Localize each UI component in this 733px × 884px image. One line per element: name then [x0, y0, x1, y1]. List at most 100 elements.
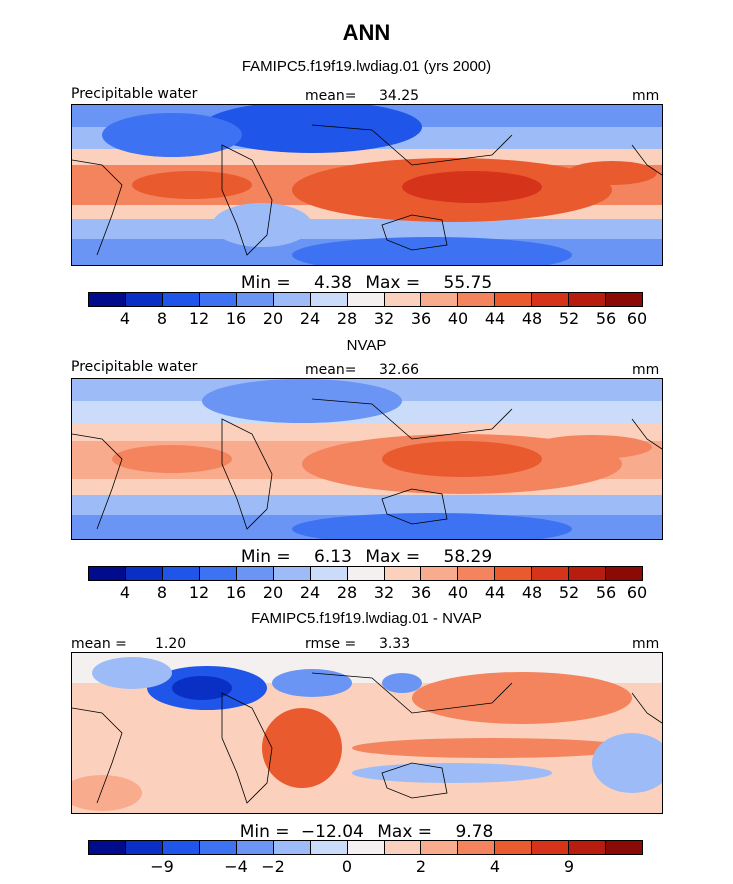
panel-2-colorbar-segment	[421, 567, 459, 580]
panel-2-colorbar-tick: 20	[262, 583, 284, 602]
panel-3-minmax: Min = −12.04 Max = 9.78	[0, 822, 733, 842]
panel-3-colorbar-tick: 4	[489, 857, 501, 876]
panel-3-map	[71, 652, 663, 814]
panel-3-colorbar-segment	[532, 841, 570, 854]
panel-2-colorbar-segment	[495, 567, 533, 580]
panel-1-variable-label: Precipitable water	[71, 86, 198, 102]
panel-3-colorbar-tick: 9	[563, 857, 575, 876]
panel-1-colorbar-tick: 60	[626, 309, 648, 328]
panel-2-variable-label: Precipitable water	[71, 359, 198, 375]
panel-3-colorbar-tick: 2	[415, 857, 427, 876]
panel-2-colorbar-tick: 44	[484, 583, 506, 602]
panel-1-max-label: Max =	[365, 273, 421, 293]
panel-2-mean-value: 32.66	[379, 362, 420, 378]
panel-3-rmse-value: 3.33	[379, 636, 411, 652]
panel-1-colorbar-tick: 28	[336, 309, 358, 328]
panel-1-mean-value: 34.25	[379, 88, 420, 104]
panel-3-colorbar-segment	[495, 841, 533, 854]
panel-1-colorbar-segment	[125, 293, 163, 306]
panel-1-colorbar-tick: 24	[299, 309, 321, 328]
panel-3-colorbar-segment	[458, 841, 496, 854]
panel-3-colorbar-segment	[421, 841, 459, 854]
panel-2-colorbar-segment	[606, 567, 643, 580]
panel-3-rmse-label: rmse =	[305, 636, 357, 652]
page-title: ANN	[342, 20, 391, 45]
panel-1-colorbar-segment	[495, 293, 533, 306]
panel-1-colorbar-tick: 56	[595, 309, 617, 328]
panel-2-colorbar-tick: 60	[626, 583, 648, 602]
panel-1-colorbar-tick: 52	[558, 309, 580, 328]
panel-3-map-svg	[72, 653, 662, 813]
panel-3-title: FAMIPC5.f19f19.lwdiag.01 - NVAP	[251, 610, 482, 627]
panel-1-colorbar-tick: 32	[373, 309, 395, 328]
panel-1-colorbar-tick: 40	[447, 309, 469, 328]
panel-2-max-value: 58.29	[443, 547, 493, 567]
panel-3-colorbar-tick: −9	[150, 857, 174, 876]
panel-1-colorbar-segment	[199, 293, 237, 306]
panel-3-colorbar-segment	[569, 841, 607, 854]
panel-1-colorbar-tick: 20	[262, 309, 284, 328]
panel-2-map	[71, 378, 663, 540]
panel-3-colorbar-tick: −2	[261, 857, 285, 876]
panel-2-min-value: 6.13	[314, 547, 352, 567]
panel-2-colorbar-segment	[458, 567, 496, 580]
panel-2-map-svg	[72, 379, 662, 539]
panel-2-title: NVAP	[346, 337, 387, 354]
panel-1-min-value: 4.38	[314, 273, 352, 293]
panel-2-max-label: Max =	[365, 547, 421, 567]
panel-2-colorbar-tick: 8	[156, 583, 168, 602]
panel-3-colorbar-segment	[125, 841, 163, 854]
panel-3-min-label: Min =	[239, 822, 290, 842]
panel-3-colorbar-segment	[199, 841, 237, 854]
panel-1-map-svg	[72, 105, 662, 265]
panel-1-colorbar-segment	[458, 293, 496, 306]
panel-3-colorbar-segment	[347, 841, 385, 854]
panel-1-colorbar-tick: 4	[119, 309, 131, 328]
panel-2-colorbar-segment	[89, 567, 126, 580]
panel-2-colorbar-segment	[532, 567, 570, 580]
panel-2-colorbar-tick: 28	[336, 583, 358, 602]
panel-1-min-label: Min =	[240, 273, 291, 293]
panel-1-colorbar-segment	[236, 293, 274, 306]
panel-2-colorbar-segment	[384, 567, 422, 580]
panel-1-colorbar-tick: 12	[188, 309, 210, 328]
panel-3-colorbar-segment	[236, 841, 274, 854]
panel-3-colorbar-segment	[89, 841, 126, 854]
panel-1-colorbar-segment	[569, 293, 607, 306]
panel-3-units: mm	[632, 636, 660, 652]
panel-2-mean-label: mean=	[305, 362, 357, 378]
panel-1-colorbar-tick: 36	[410, 309, 432, 328]
panel-1-colorbar-tick: 48	[521, 309, 543, 328]
panel-2-colorbar-tick: 12	[188, 583, 210, 602]
panel-1-colorbar-segment	[384, 293, 422, 306]
panel-1-colorbar-segment	[273, 293, 311, 306]
panel-1-colorbar-ticks: 4 8 12 16 20 24 28 32 36 40 44 48 52 56 60	[88, 309, 647, 329]
panel-1-colorbar-segment	[606, 293, 643, 306]
panel-3-max-label: Max =	[377, 822, 433, 842]
panel-2-min-label: Min =	[240, 547, 291, 567]
panel-2-colorbar-tick: 32	[373, 583, 395, 602]
panel-2-colorbar-tick: 4	[119, 583, 131, 602]
panel-1-map	[71, 104, 663, 266]
panel-1-colorbar-tick: 16	[225, 309, 247, 328]
panel-2-colorbar-segment	[125, 567, 163, 580]
panel-3-max-value: 9.78	[455, 822, 494, 842]
panel-2-colorbar	[88, 566, 643, 581]
panel-1-colorbar-segment	[162, 293, 200, 306]
panel-2-units: mm	[632, 362, 660, 378]
panel-1-mean-label: mean=	[305, 88, 357, 104]
panel-1-units: mm	[632, 88, 660, 104]
panel-1-max-value: 55.75	[443, 273, 493, 293]
panel-2-colorbar-segment	[199, 567, 237, 580]
panel-3-colorbar-tick: 0	[341, 857, 353, 876]
panel-3-mean-value: 1.20	[155, 636, 187, 652]
panel-1-colorbar-tick: 8	[156, 309, 168, 328]
panel-2-colorbar-tick: 48	[521, 583, 543, 602]
panel-2-colorbar-tick: 36	[410, 583, 432, 602]
panel-3-mean-label: mean =	[71, 636, 127, 652]
panel-2-colorbar-tick: 52	[558, 583, 580, 602]
panel-2-colorbar-segment	[273, 567, 311, 580]
panel-1-colorbar	[88, 292, 643, 307]
panel-2-colorbar-segment	[236, 567, 274, 580]
panel-2-colorbar-ticks: 4 8 12 16 20 24 28 32 36 40 44 48 52 56 60	[88, 583, 647, 603]
